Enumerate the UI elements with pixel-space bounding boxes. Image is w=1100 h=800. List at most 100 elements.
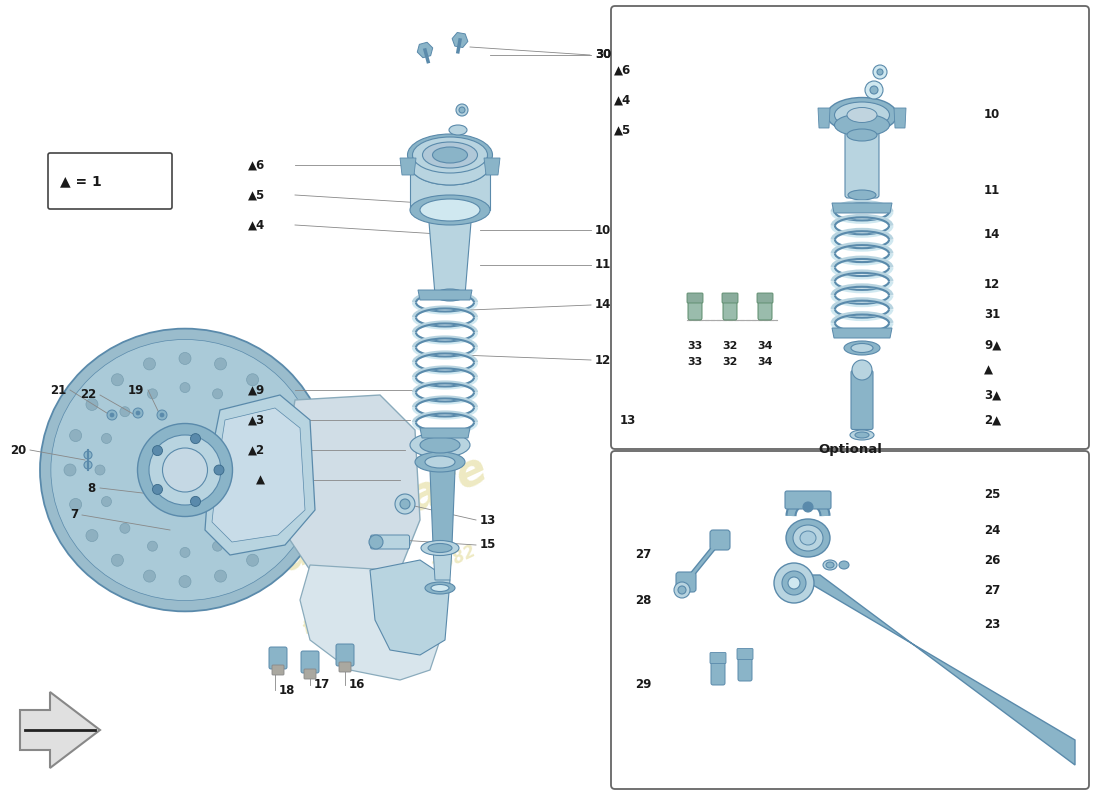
- Circle shape: [143, 570, 155, 582]
- Circle shape: [110, 413, 114, 417]
- Circle shape: [86, 530, 98, 542]
- Text: ▲5: ▲5: [248, 189, 265, 202]
- Text: 23: 23: [984, 618, 1000, 631]
- Circle shape: [86, 398, 98, 410]
- Circle shape: [153, 484, 163, 494]
- Circle shape: [153, 446, 163, 456]
- Ellipse shape: [420, 199, 480, 221]
- Circle shape: [288, 498, 300, 510]
- Circle shape: [69, 498, 81, 510]
- FancyBboxPatch shape: [845, 132, 879, 198]
- Text: 24: 24: [984, 523, 1000, 537]
- Ellipse shape: [449, 125, 468, 135]
- FancyBboxPatch shape: [610, 451, 1089, 789]
- Text: 30: 30: [595, 49, 612, 62]
- Ellipse shape: [422, 142, 477, 168]
- Circle shape: [246, 374, 258, 386]
- Circle shape: [774, 563, 814, 603]
- Ellipse shape: [848, 190, 876, 200]
- Ellipse shape: [847, 107, 877, 122]
- Text: 2▲: 2▲: [984, 414, 1001, 426]
- Ellipse shape: [425, 456, 455, 468]
- Circle shape: [111, 554, 123, 566]
- Ellipse shape: [432, 147, 468, 163]
- Text: 34: 34: [757, 357, 772, 367]
- Text: 13: 13: [480, 514, 496, 526]
- FancyBboxPatch shape: [688, 296, 702, 320]
- Text: 12: 12: [595, 354, 612, 366]
- Polygon shape: [420, 428, 470, 438]
- Text: 32: 32: [723, 357, 738, 367]
- FancyBboxPatch shape: [688, 293, 703, 303]
- Circle shape: [212, 541, 222, 551]
- FancyBboxPatch shape: [757, 293, 773, 303]
- Ellipse shape: [800, 531, 816, 545]
- FancyBboxPatch shape: [339, 662, 351, 672]
- FancyBboxPatch shape: [737, 649, 754, 659]
- Circle shape: [214, 570, 227, 582]
- Ellipse shape: [410, 145, 490, 185]
- Circle shape: [190, 434, 200, 444]
- Text: 27: 27: [635, 549, 651, 562]
- Polygon shape: [285, 395, 420, 580]
- Text: 9▲: 9▲: [984, 338, 1001, 351]
- Circle shape: [272, 530, 284, 542]
- Text: ▲4: ▲4: [614, 94, 631, 106]
- Ellipse shape: [826, 562, 834, 568]
- Circle shape: [107, 410, 117, 420]
- Ellipse shape: [835, 114, 890, 136]
- Text: 11: 11: [984, 183, 1000, 197]
- Circle shape: [288, 430, 300, 442]
- Ellipse shape: [786, 519, 830, 557]
- FancyBboxPatch shape: [785, 491, 830, 509]
- Polygon shape: [832, 328, 892, 338]
- Ellipse shape: [428, 543, 452, 553]
- Circle shape: [246, 554, 258, 566]
- Circle shape: [214, 358, 227, 370]
- Circle shape: [456, 104, 468, 116]
- Polygon shape: [370, 560, 450, 655]
- Circle shape: [873, 65, 887, 79]
- Text: ▲: ▲: [984, 363, 993, 377]
- Ellipse shape: [407, 134, 493, 176]
- Text: 33: 33: [688, 357, 703, 367]
- Polygon shape: [796, 575, 1075, 765]
- Text: eurospare: eurospare: [245, 446, 495, 594]
- Ellipse shape: [163, 448, 208, 492]
- Text: ▲5: ▲5: [614, 123, 631, 137]
- Circle shape: [179, 575, 191, 587]
- Text: 7: 7: [70, 509, 78, 522]
- FancyBboxPatch shape: [48, 153, 172, 209]
- Ellipse shape: [855, 432, 869, 438]
- Circle shape: [400, 499, 410, 509]
- Text: 21: 21: [50, 383, 66, 397]
- Text: 10: 10: [984, 109, 1000, 122]
- FancyBboxPatch shape: [336, 644, 354, 666]
- Polygon shape: [212, 408, 305, 542]
- FancyBboxPatch shape: [610, 6, 1089, 449]
- Circle shape: [136, 411, 140, 415]
- Ellipse shape: [410, 145, 490, 185]
- Ellipse shape: [434, 289, 465, 301]
- Circle shape: [265, 465, 275, 475]
- FancyBboxPatch shape: [758, 296, 772, 320]
- Circle shape: [84, 451, 92, 459]
- Circle shape: [395, 494, 415, 514]
- Circle shape: [678, 586, 686, 594]
- Circle shape: [95, 465, 104, 475]
- Circle shape: [877, 69, 883, 75]
- Text: 13: 13: [619, 414, 636, 426]
- Ellipse shape: [138, 423, 232, 517]
- Ellipse shape: [847, 129, 877, 141]
- Circle shape: [133, 408, 143, 418]
- Circle shape: [120, 523, 130, 534]
- Polygon shape: [417, 42, 432, 58]
- Circle shape: [294, 464, 306, 476]
- Circle shape: [865, 81, 883, 99]
- Circle shape: [143, 358, 155, 370]
- Ellipse shape: [148, 435, 221, 505]
- Circle shape: [190, 496, 200, 506]
- Polygon shape: [430, 470, 455, 545]
- FancyBboxPatch shape: [676, 572, 696, 592]
- Text: ▲3: ▲3: [248, 414, 265, 426]
